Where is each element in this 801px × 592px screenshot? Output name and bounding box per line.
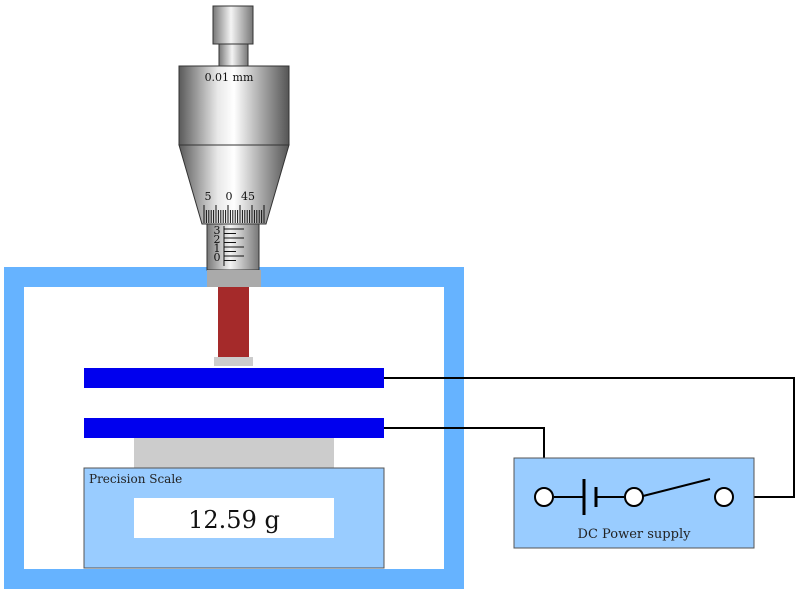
micrometer-thimble-body[interactable] <box>178 65 290 146</box>
upper-plate <box>84 368 384 388</box>
thimble-tick-45: 45 <box>241 190 255 203</box>
thimble-tick-5: 5 <box>205 190 212 203</box>
power-supply-label: DC Power supply <box>578 527 692 542</box>
sleeve-tick-0: 0 <box>214 251 221 264</box>
sleeve-tick-2: 2 <box>214 233 221 246</box>
switch-lever[interactable] <box>642 478 711 497</box>
lower-plate <box>84 418 384 438</box>
sleeve-tick-3: 3 <box>214 224 221 237</box>
terminal-left <box>534 487 554 507</box>
terminal-right <box>714 487 734 507</box>
spindle-rod <box>218 287 249 357</box>
micrometer-resolution-label: 0.01 mm <box>205 71 254 84</box>
thimble-tick-marks <box>203 205 265 223</box>
micrometer-neck <box>218 43 249 67</box>
sleeve-tick-1: 1 <box>214 242 221 255</box>
micrometer-collar <box>207 270 261 287</box>
sleeve-tick-marks <box>223 226 244 266</box>
micrometer-ratchet-knob[interactable] <box>212 5 254 45</box>
micrometer: 0.01 mm 5 0 45 3 2 1 0 <box>178 5 290 287</box>
scale-display <box>134 498 334 538</box>
terminal-middle <box>624 487 644 507</box>
scale-reading: 12.59 g <box>188 506 280 534</box>
micrometer-cone <box>178 144 290 225</box>
wire-upper <box>384 377 795 498</box>
scale-platform <box>134 438 334 468</box>
scale-label: Precision Scale <box>89 472 182 486</box>
thimble-tick-0: 0 <box>226 190 233 203</box>
spindle-tip <box>214 357 253 366</box>
